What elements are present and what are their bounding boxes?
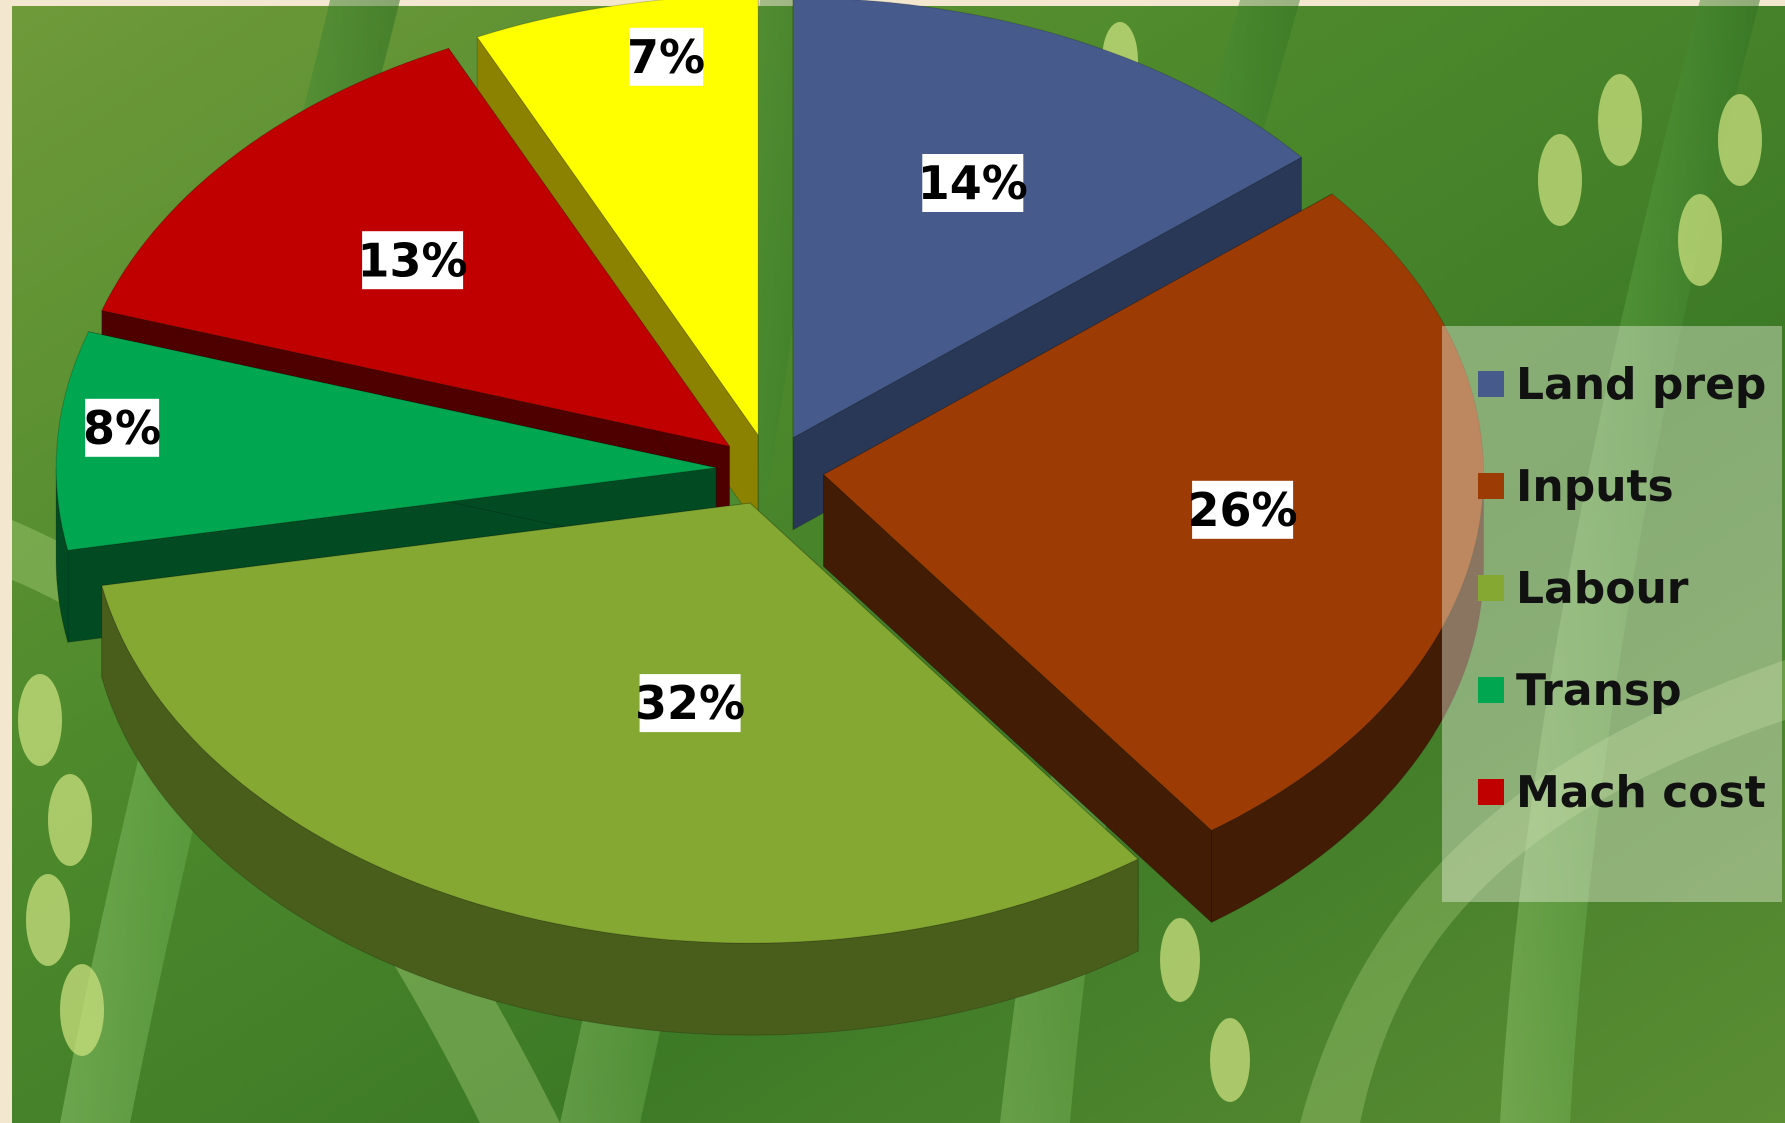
legend-swatch [1478,473,1504,499]
data-label-box [362,231,464,290]
data-label-text: 7% [627,30,705,84]
chart-legend: Land prep Inputs Labour Transp Mach cost [1442,326,1782,902]
pie-slice-labour [101,502,1139,1036]
legend-item-transp: Transp [1478,660,1682,720]
data-label-box [1192,480,1294,539]
pie-slice-top-labour [101,502,1139,944]
pie-slice-top-inputs [823,193,1484,831]
data-label-box [629,27,704,86]
data-label-other: 7% [627,27,705,86]
legend-label: Labour [1516,562,1689,614]
legend-swatch [1478,677,1504,703]
legend-item-labour: Labour [1478,558,1688,618]
legend-item-mach-cost: Mach cost [1478,762,1766,822]
data-label-text: 32% [635,676,745,730]
legend-swatch [1478,779,1504,805]
legend-label: Mach cost [1516,766,1766,818]
legend-item-land-prep: Land prep [1478,354,1766,414]
legend-swatch [1478,371,1504,397]
legend-label: Land prep [1516,358,1767,410]
data-label-box [85,398,160,457]
data-label-inputs: 26% [1188,480,1298,539]
pie-slice-side-inputs-0 [1211,474,1485,923]
data-label-transp: 8% [83,398,161,457]
pie-slice-top-transp [55,331,717,551]
legend-label: Transp [1516,664,1682,716]
data-label-text: 14% [918,156,1028,210]
pie-slice-side-transp-0 [55,467,69,643]
pie-slice-inputs [823,193,1485,923]
legend-label: Inputs [1516,460,1674,512]
legend-swatch [1478,575,1504,601]
data-label-text: 26% [1188,483,1298,537]
pie-slice-top-land-prep [792,0,1302,439]
data-label-land-prep: 14% [918,154,1028,212]
data-label-labour: 32% [635,674,745,733]
data-label-box [922,154,1024,212]
legend-item-inputs: Inputs [1478,456,1674,516]
data-label-mach-cost: 13% [358,231,468,290]
data-label-text: 8% [83,401,161,455]
data-label-box [639,674,741,733]
pie-slice-top-other [476,0,759,436]
data-label-text: 13% [358,233,468,287]
